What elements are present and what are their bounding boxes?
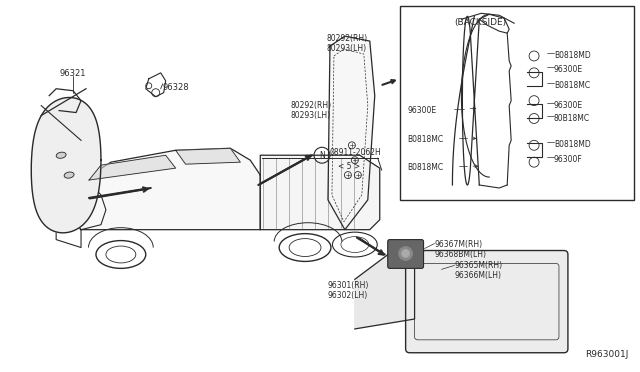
- Text: 80293(LH): 80293(LH): [290, 110, 330, 119]
- Circle shape: [402, 250, 410, 257]
- Text: B0818MD: B0818MD: [554, 51, 591, 60]
- Text: 96302(LH): 96302(LH): [328, 291, 368, 300]
- Polygon shape: [260, 155, 380, 230]
- Text: 96321: 96321: [59, 69, 86, 78]
- Polygon shape: [175, 148, 241, 164]
- Text: 80293(LH): 80293(LH): [327, 44, 367, 53]
- Text: B0818MD: B0818MD: [554, 140, 591, 149]
- Text: (BACKSIDE): (BACKSIDE): [454, 18, 506, 27]
- Text: 96300F: 96300F: [554, 155, 583, 164]
- Text: B0818MC: B0818MC: [408, 135, 444, 144]
- Bar: [399, 6, 634, 200]
- Text: R963001J: R963001J: [585, 350, 628, 359]
- Text: B0818MC: B0818MC: [408, 163, 444, 172]
- Text: 96365M(RH): 96365M(RH): [454, 262, 502, 270]
- FancyBboxPatch shape: [406, 250, 568, 353]
- Text: 96328: 96328: [163, 83, 189, 92]
- Text: 96300E: 96300E: [554, 101, 583, 110]
- Ellipse shape: [56, 152, 66, 158]
- Ellipse shape: [64, 172, 74, 178]
- Text: 96300E: 96300E: [554, 65, 583, 74]
- Text: 96367M(RH): 96367M(RH): [435, 240, 483, 248]
- Text: 08911-2062H: 08911-2062H: [330, 148, 381, 157]
- FancyBboxPatch shape: [388, 240, 424, 268]
- Text: 96368BM(LH): 96368BM(LH): [435, 250, 486, 259]
- Polygon shape: [328, 36, 375, 230]
- Polygon shape: [31, 97, 101, 233]
- Polygon shape: [66, 148, 260, 230]
- Text: 96300E: 96300E: [408, 106, 436, 115]
- Text: 80292(RH): 80292(RH): [327, 34, 368, 43]
- Text: 96366M(LH): 96366M(LH): [454, 271, 501, 280]
- Polygon shape: [355, 250, 415, 329]
- Text: B0818MC: B0818MC: [554, 81, 590, 90]
- Text: 80292(RH): 80292(RH): [290, 101, 332, 110]
- Polygon shape: [89, 155, 175, 180]
- Circle shape: [399, 247, 413, 260]
- Text: N: N: [319, 151, 325, 160]
- Text: < 5 >: < 5 >: [338, 162, 360, 171]
- Text: 80B18MC: 80B18MC: [554, 113, 590, 122]
- Text: 96301(RH): 96301(RH): [328, 281, 369, 290]
